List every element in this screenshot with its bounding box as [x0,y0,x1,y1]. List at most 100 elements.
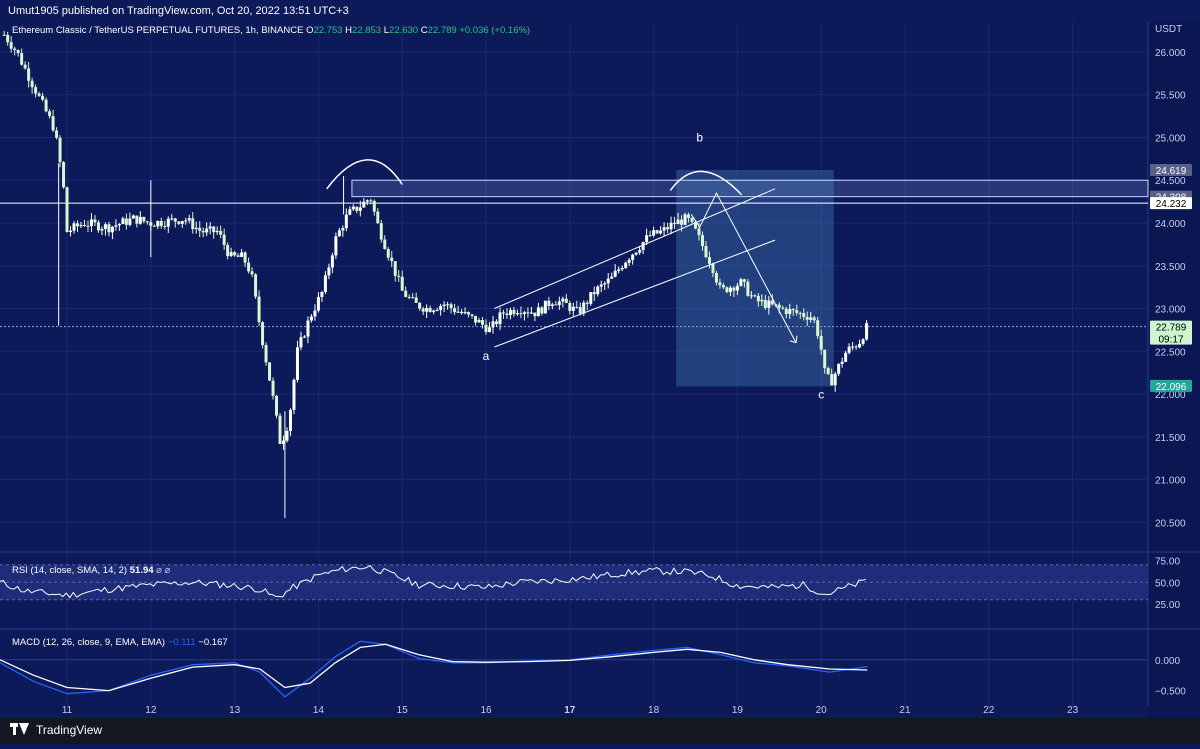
candle-body [833,373,837,386]
candle-body [711,263,715,273]
rsi-value: 51.94 [130,565,154,576]
rsi-tick-label: 50.00 [1155,578,1180,589]
candle-body [229,252,233,257]
candle-body [250,271,254,275]
candle-body [641,242,645,250]
candle-body [226,244,230,257]
candle-body [344,214,348,229]
price-axis-background [1148,0,1200,718]
candle-body [2,34,6,36]
candle-body [606,278,610,284]
candle-body [254,274,258,297]
candle-body [341,228,345,231]
candle-body [425,307,429,312]
candle-body [519,313,523,315]
candle-body [372,200,376,212]
candle-body [418,302,422,309]
candle-body [767,300,771,308]
candle-body [788,309,792,314]
rsi-tick-label: 25.00 [1155,600,1180,611]
candle-body [96,222,100,231]
projection-arrow-icon [789,335,798,344]
candle-body [592,292,596,295]
candle-body [564,298,568,304]
candle-body [41,95,45,100]
rsi-legend-name: RSI (14, close, SMA, 14, 2) [12,565,130,576]
candle-body [37,93,41,96]
head-arc-right [669,170,743,196]
candle-body [369,200,373,202]
candle-body [309,316,313,321]
channel-upper-line [494,188,776,309]
candle-body [76,223,80,227]
x-tick-label: 22 [983,705,995,716]
candle-body [844,352,848,362]
y-tick-label: 24.500 [1155,176,1186,187]
candle-body [208,226,212,229]
candle-body [488,327,492,333]
candle-body [247,262,251,272]
y-tick-label: 22.500 [1155,347,1186,358]
x-tick-label: 13 [229,705,241,716]
candle-body [763,299,767,308]
candle-body [365,200,369,202]
ohlc-low: 22.630 [389,25,421,36]
candle-body [393,261,397,276]
candle-body [428,307,432,313]
candle-body [386,248,390,258]
candle-body [484,324,488,333]
candle-body [9,42,13,49]
ohlc-high: 22.853 [352,25,384,36]
rsi-band [0,564,1148,600]
candle-body [117,224,121,226]
candle-body [264,345,268,363]
candle-body [180,221,184,224]
candle-body [770,300,774,305]
candle-body [23,64,27,69]
candle-body [627,259,631,263]
candle-body [222,234,226,245]
candle-body [358,207,362,211]
candle-body [837,363,841,374]
candle-body [861,339,865,344]
symbol-name: Ethereum Classic / TetherUS PERPETUAL FU… [12,25,306,36]
tradingview-logo-icon [10,723,30,737]
candle-body [700,235,704,247]
candle-body [20,53,24,65]
wave-label: b [696,131,703,145]
head-arc-left [326,159,403,190]
candle-body [697,228,701,236]
candle-body [282,440,286,444]
candle-body [547,300,551,306]
y-tick-label: 21.000 [1155,476,1186,487]
candle-body [449,304,453,309]
candle-body [323,275,327,292]
candle-body [79,224,83,227]
candle-body [673,222,677,225]
y-tick-label: 23.500 [1155,262,1186,273]
candle-body [529,312,533,314]
candle-body [27,68,31,81]
candle-body [830,374,834,386]
candle-body [533,312,537,317]
candle-body [631,254,635,260]
publish-info: Umut1905 published on TradingView.com, O… [8,5,349,17]
candle-body [501,312,505,314]
brand[interactable]: TradingView [10,723,102,737]
candle-body [634,252,638,255]
ohlc-change: +0.036 (+0.16%) [459,25,530,36]
candle-body [491,321,495,328]
footer: TradingView [0,718,1200,744]
candle-body [704,246,708,258]
candle-body [823,349,827,368]
candle-body [718,282,722,286]
candle-body [694,221,698,229]
candle-body [348,209,352,215]
candle-body [34,87,38,94]
candle-body [613,270,617,277]
ohlc-close-label: C [421,25,428,36]
candle-body [337,230,341,237]
